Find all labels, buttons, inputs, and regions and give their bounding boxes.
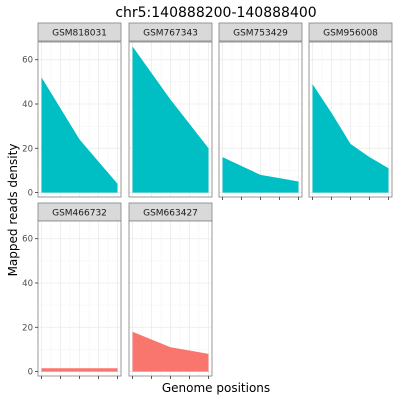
- facet-panel: GSM767343: [128, 22, 213, 198]
- facet-panel: GSM753429: [218, 22, 303, 200]
- facet-strip-label: GSM663427: [143, 209, 198, 219]
- chart-title: chr5:140888200-140888400: [115, 5, 316, 21]
- facet-strip-label: GSM818031: [52, 29, 107, 39]
- y-tick-label: 60: [22, 235, 33, 245]
- y-tick-label: 0: [28, 368, 33, 378]
- x-axis-title: Genome positions: [162, 381, 270, 395]
- density-area: [132, 331, 209, 372]
- facet-panel: GSM663427: [128, 202, 213, 379]
- panel-border: [128, 41, 213, 198]
- facet-strip-label: GSM767343: [143, 29, 198, 39]
- density-area: [222, 157, 299, 193]
- density-area: [312, 84, 389, 193]
- density-area: [132, 46, 209, 193]
- y-axis-title: Mapped reads density: [6, 144, 20, 277]
- y-tick-label: 0: [28, 189, 33, 199]
- y-tick-label: 40: [22, 100, 33, 110]
- density-area: [41, 77, 118, 193]
- facet-strip: [37, 22, 122, 42]
- facet-strip: [128, 22, 213, 42]
- facet-panel: GSM956008: [308, 22, 393, 200]
- facet-panels: GSM818031 0 20 40 60 GSM767343 GSM753429 GSM956…: [22, 22, 393, 379]
- facet-panel: GSM466732 0 20 40 60: [22, 202, 122, 379]
- y-tick-label: 20: [22, 323, 33, 333]
- facet-strip-label: GSM466732: [52, 209, 107, 219]
- y-tick-label: 60: [22, 56, 33, 66]
- facet-strip: [308, 22, 393, 42]
- density-area: [41, 368, 118, 372]
- facet-strip: [218, 22, 303, 42]
- y-tick-label: 20: [22, 144, 33, 154]
- facet-strip-label: GSM956008: [323, 29, 378, 39]
- panel-border: [37, 41, 122, 198]
- facet-panel: GSM818031 0 20 40 60: [22, 22, 122, 199]
- facet-strip-label: GSM753429: [233, 29, 288, 39]
- y-tick-label: 40: [22, 279, 33, 289]
